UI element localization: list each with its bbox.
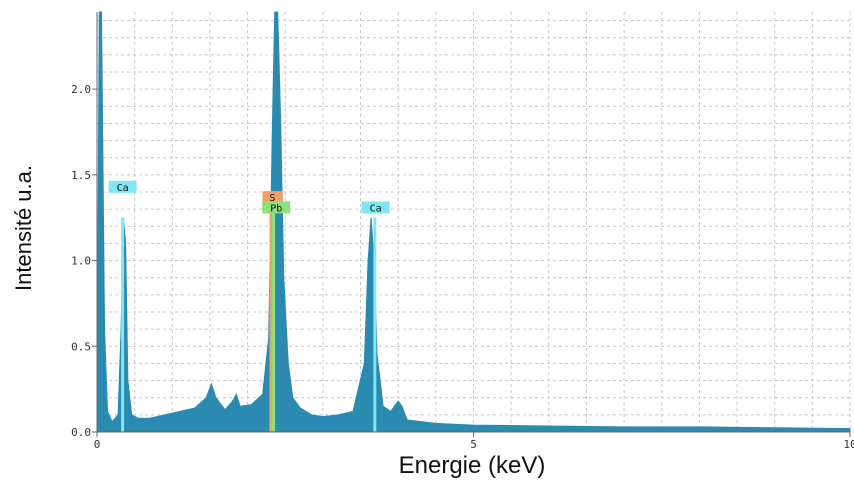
x-axis-title: Energie (keV) <box>398 452 546 479</box>
y-tick-label: 1.0 <box>71 255 91 268</box>
element-label-ca: Ca <box>117 183 129 194</box>
x-tick-label: 10 <box>843 438 854 451</box>
element-label-box <box>262 201 291 214</box>
axes: 0 5 10 0.0 0.5 1.0 1.5 2.0 <box>71 12 854 451</box>
y-tick-label: 0.0 <box>71 426 91 439</box>
element-label-ca: Ca <box>370 203 382 214</box>
y-axis-title: Intensité u.a. <box>11 165 36 291</box>
element-label-s: S <box>269 193 275 204</box>
element-markers <box>121 200 377 432</box>
spectrum-series <box>96 11 851 433</box>
spectrum-area <box>96 11 851 433</box>
element-label-box <box>262 191 283 204</box>
x-tick-label: 5 <box>470 438 477 451</box>
grid-lines <box>96 12 851 433</box>
element-label-pb: Pb <box>270 203 282 214</box>
x-tick-label: 0 <box>94 438 101 451</box>
y-tick-label: 1.5 <box>71 169 91 182</box>
element-label-box <box>361 201 390 214</box>
element-label-box <box>108 180 137 193</box>
element-labels: Ca SPb Ca <box>108 180 390 214</box>
y-tick-label: 2.0 <box>71 83 91 96</box>
y-tick-label: 0.5 <box>71 340 91 353</box>
